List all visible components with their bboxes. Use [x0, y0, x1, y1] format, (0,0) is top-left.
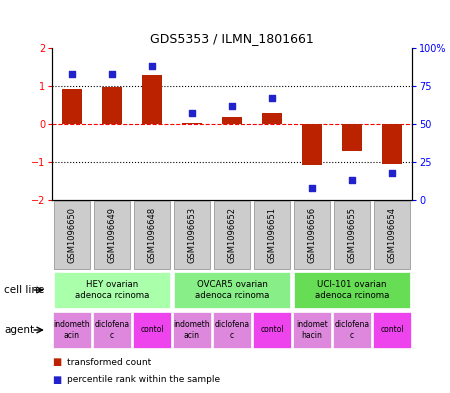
Text: GSM1096648: GSM1096648 — [148, 207, 157, 263]
Bar — [62, 89, 82, 124]
Text: agent: agent — [4, 325, 34, 335]
FancyBboxPatch shape — [53, 312, 91, 349]
FancyBboxPatch shape — [173, 312, 211, 349]
Text: GSM1096649: GSM1096649 — [108, 207, 117, 263]
FancyBboxPatch shape — [93, 312, 131, 349]
Text: GSM1096651: GSM1096651 — [267, 207, 276, 263]
Point — [148, 63, 156, 70]
Text: GSM1096652: GSM1096652 — [228, 207, 237, 263]
Text: indometh
acin: indometh acin — [54, 320, 90, 340]
Bar — [182, 123, 202, 124]
Text: contol: contol — [380, 325, 404, 334]
FancyBboxPatch shape — [333, 201, 370, 269]
FancyBboxPatch shape — [293, 201, 330, 269]
FancyBboxPatch shape — [133, 312, 171, 349]
FancyBboxPatch shape — [174, 201, 211, 269]
Point — [268, 95, 275, 101]
Bar — [342, 124, 362, 151]
Text: indometh
acin: indometh acin — [174, 320, 210, 340]
Bar — [262, 113, 282, 124]
FancyBboxPatch shape — [54, 201, 90, 269]
FancyBboxPatch shape — [333, 312, 371, 349]
Text: GSM1096656: GSM1096656 — [307, 207, 316, 263]
FancyBboxPatch shape — [254, 201, 290, 269]
Text: transformed count: transformed count — [67, 358, 151, 367]
Bar — [102, 87, 122, 124]
Text: UCI-101 ovarian
adenoca rcinoma: UCI-101 ovarian adenoca rcinoma — [315, 280, 389, 300]
Point — [189, 110, 196, 116]
FancyBboxPatch shape — [94, 201, 130, 269]
Text: ■: ■ — [52, 357, 61, 367]
Bar — [382, 124, 402, 164]
Bar — [142, 75, 162, 124]
FancyBboxPatch shape — [214, 201, 250, 269]
Point — [348, 177, 356, 184]
FancyBboxPatch shape — [373, 312, 411, 349]
Text: diclofena
c: diclofena c — [215, 320, 250, 340]
FancyBboxPatch shape — [293, 272, 410, 309]
Text: HEY ovarian
adenoca rcinoma: HEY ovarian adenoca rcinoma — [75, 280, 149, 300]
Text: cell line: cell line — [4, 285, 45, 295]
Text: diclofena
c: diclofena c — [94, 320, 130, 340]
Bar — [302, 124, 322, 165]
FancyBboxPatch shape — [134, 201, 171, 269]
Text: OVCAR5 ovarian
adenoca rcinoma: OVCAR5 ovarian adenoca rcinoma — [195, 280, 269, 300]
Bar — [222, 117, 242, 124]
Point — [308, 185, 315, 191]
Point — [229, 103, 236, 109]
Point — [68, 71, 76, 77]
FancyBboxPatch shape — [213, 312, 251, 349]
FancyBboxPatch shape — [54, 272, 171, 309]
Text: indomet
hacin: indomet hacin — [296, 320, 328, 340]
Text: diclofena
c: diclofena c — [334, 320, 369, 340]
Text: percentile rank within the sample: percentile rank within the sample — [67, 375, 220, 384]
Text: ■: ■ — [52, 375, 61, 385]
Text: contol: contol — [140, 325, 164, 334]
FancyBboxPatch shape — [293, 312, 331, 349]
Text: GSM1096655: GSM1096655 — [347, 207, 356, 263]
Text: GSM1096653: GSM1096653 — [188, 207, 197, 263]
FancyBboxPatch shape — [174, 272, 290, 309]
Text: GSM1096650: GSM1096650 — [68, 207, 76, 263]
Point — [388, 169, 396, 176]
Point — [108, 71, 116, 77]
FancyBboxPatch shape — [253, 312, 291, 349]
Title: GDS5353 / ILMN_1801661: GDS5353 / ILMN_1801661 — [150, 33, 314, 46]
FancyBboxPatch shape — [374, 201, 410, 269]
Text: GSM1096654: GSM1096654 — [387, 207, 396, 263]
Text: contol: contol — [260, 325, 284, 334]
